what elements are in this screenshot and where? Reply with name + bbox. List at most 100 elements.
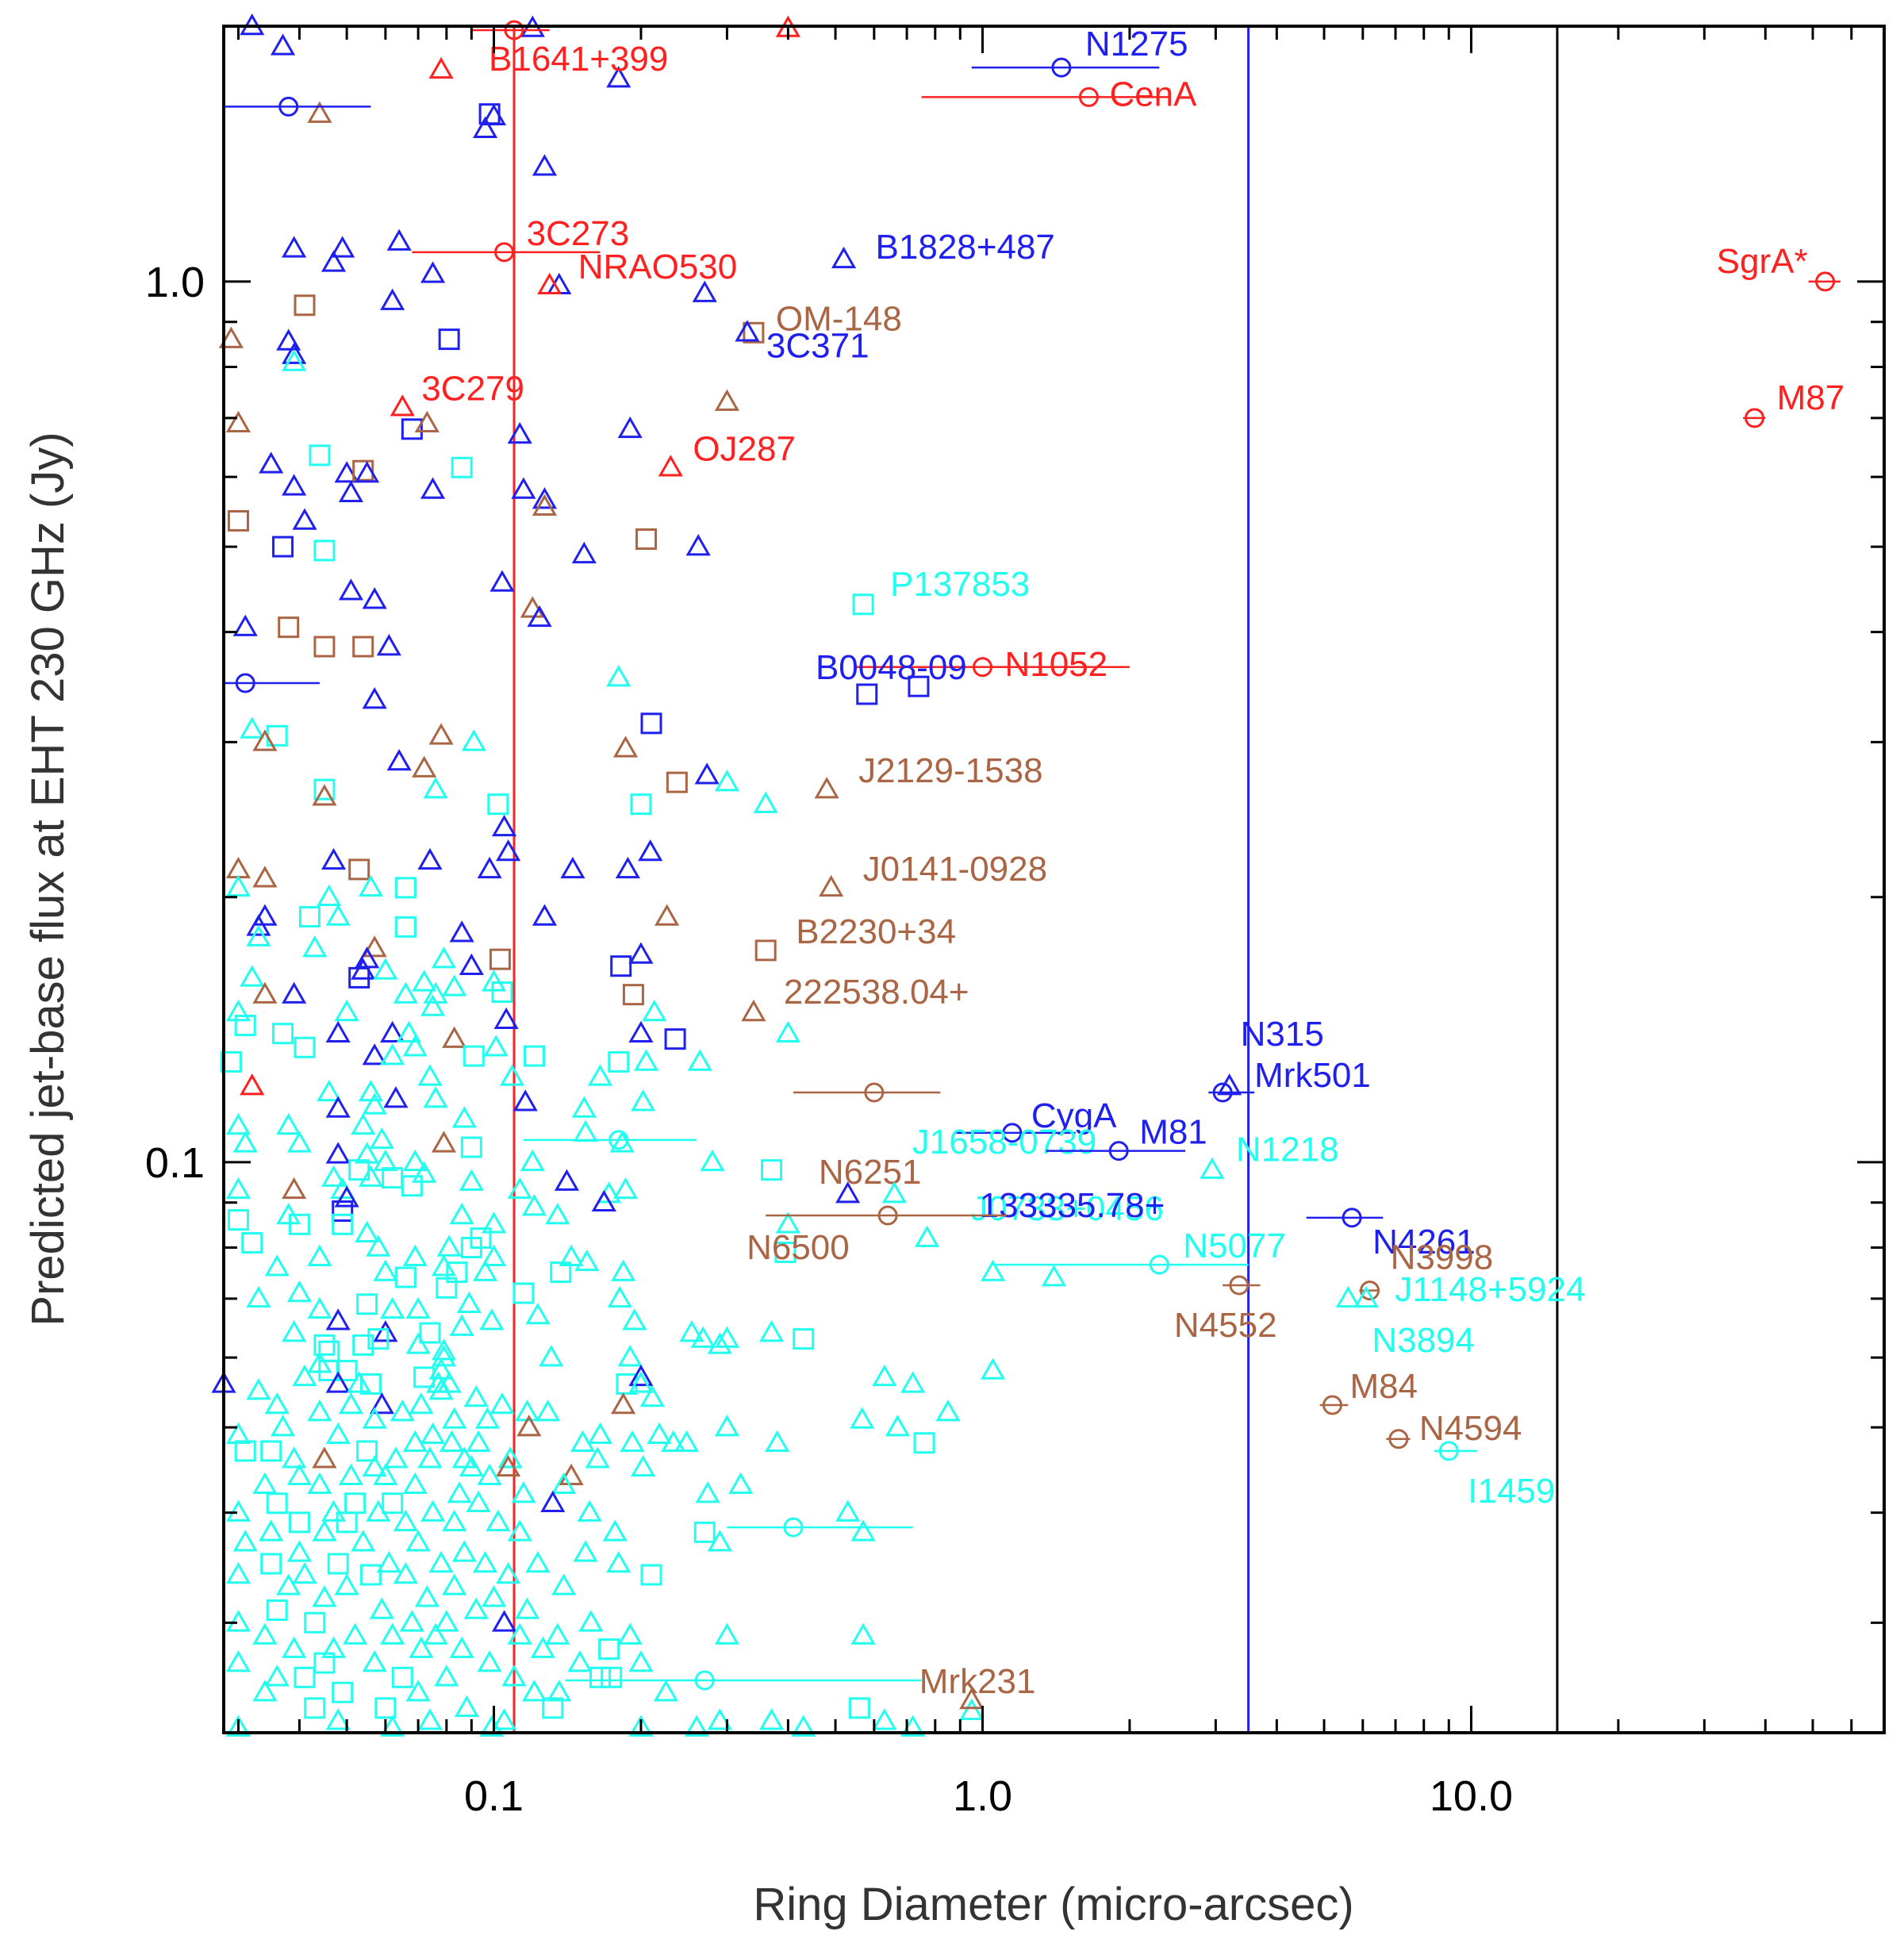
data-point-triangle [483,1035,509,1057]
data-point-triangle [252,1472,278,1495]
data-point-triangle [521,1680,547,1702]
data-point-triangle [383,1086,409,1108]
data-point-square [438,328,460,351]
data-point-triangle [373,1463,398,1485]
data-point-triangle [481,1211,507,1234]
data-point-triangle [362,587,387,609]
data-point-triangle [489,1392,515,1415]
data-point-triangle [402,1472,428,1495]
data-point-triangle [338,1463,363,1485]
source-marker-nrao530 [537,272,562,295]
data-point-triangle [628,1020,654,1042]
data-point-triangle [511,477,536,499]
data-point-square [693,1521,716,1543]
data-point-triangle [431,1254,457,1277]
data-point-triangle [405,1332,431,1354]
data-point-triangle [402,1035,428,1057]
data-point-triangle [622,1308,647,1330]
data-points-layer [211,13,1067,1737]
data-point-triangle [431,946,457,969]
data-point-triangle [436,1371,462,1393]
data-point-triangle [775,1020,800,1042]
data-point-triangle [264,1664,290,1687]
data-point-triangle [312,1519,337,1542]
data-point-triangle [451,1446,477,1469]
source-label: N4552 [1174,1306,1277,1345]
data-point-triangle [405,1296,431,1319]
source-marker-i1459 [1438,1441,1459,1461]
data-point-square [313,778,336,801]
data-point-triangle [362,1092,387,1115]
data-point-triangle [466,1430,491,1452]
data-point-triangle [653,1680,679,1702]
data-point-triangle [628,942,654,964]
data-point-square [327,1553,349,1575]
data-point-triangle [959,1698,985,1721]
data-point-triangle [282,981,307,1004]
source-label: I1459 [1468,1472,1555,1511]
data-point-triangle [399,1610,424,1632]
data-point-triangle [707,1332,732,1354]
source-marker-b0048-09 [908,675,930,697]
data-point-triangle [312,1446,337,1469]
data-point-triangle [714,770,740,792]
data-point-square [550,1261,572,1284]
data-point-triangle [276,1112,301,1135]
data-point-triangle [559,1463,584,1485]
data-point-triangle [376,1550,401,1573]
source-marker-b2230-34 [754,939,777,962]
data-point-triangle [872,1364,897,1387]
data-point-triangle [639,1384,665,1407]
data-point-triangle [496,839,521,862]
data-point-triangle [570,1430,596,1452]
data-point-triangle [872,1708,897,1730]
data-point-triangle [373,1320,398,1342]
data-point-square [610,955,632,977]
source-marker-3c371 [735,320,760,342]
source-marker-m81 [1108,1141,1129,1161]
data-point-triangle [700,1149,725,1172]
data-point-triangle [386,228,412,251]
data-point-triangle [282,1177,307,1200]
data-point-triangle [463,1597,489,1619]
source-label: 222538.04+ [784,973,969,1012]
data-point-triangle [330,236,355,258]
source-marker-j0141-0928 [819,874,844,897]
data-point-square [332,1681,354,1703]
data-point-triangle [481,103,507,126]
data-point-square [348,858,370,881]
source-label: 3C279 [421,369,524,408]
source-label: N5077 [1183,1227,1286,1265]
data-point-triangle [491,814,517,837]
data-point-triangle [459,953,484,975]
data-point-triangle [423,777,448,799]
data-point-square [234,1015,256,1037]
data-point-square [227,1209,249,1231]
data-point-triangle [690,1326,716,1348]
data-point-triangle [545,1622,570,1645]
data-point-triangle [695,1481,720,1503]
data-point-triangle [402,1430,428,1452]
source-marker-sgra- [1815,271,1836,292]
data-point-triangle [383,1446,409,1469]
data-point-triangle [417,1064,443,1086]
data-point-square [436,1277,458,1299]
data-point-triangle [578,1610,604,1632]
data-point-triangle [633,1049,659,1071]
data-point-triangle [591,1189,616,1211]
data-point-triangle [507,1177,532,1200]
source-label: N1052 [1004,645,1107,684]
data-point-triangle [386,749,412,771]
data-point-triangle [540,1490,566,1512]
axes-layer [222,25,1886,1734]
data-point-square [761,1159,783,1181]
data-point-square [382,1167,404,1189]
data-point-triangle [514,1597,540,1619]
data-point-square [391,1666,413,1688]
source-label: B0048-09 [816,648,967,687]
data-point-triangle [628,1364,654,1387]
source-marker-b1641-399 [504,20,524,40]
data-point-square [356,1440,378,1462]
data-point-triangle [325,1308,351,1330]
data-point-triangle [259,451,284,474]
